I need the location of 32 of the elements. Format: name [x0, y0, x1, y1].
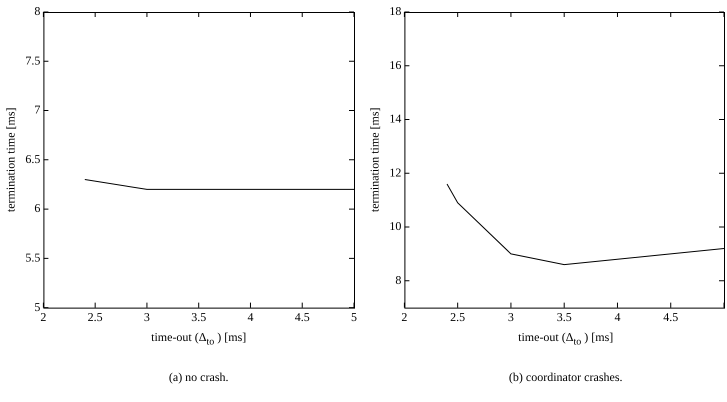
y-tick-label: 8 [395, 272, 402, 287]
text: (b) coordinator crashes. [508, 370, 622, 385]
y-tick-label: 8 [34, 4, 40, 18]
x-tick-label: 4 [614, 310, 620, 324]
x-tick-label: 2.5 [450, 310, 466, 324]
y-tick-label: 6 [34, 201, 40, 216]
y-axis-title: termination time [ms] [367, 107, 382, 212]
x-tick-label: 3 [144, 310, 150, 324]
y-tick-label: 7 [34, 102, 40, 117]
y-tick-label: 6.5 [25, 152, 40, 166]
x-tick-label: 4.5 [294, 310, 310, 324]
x-axis-title: time-out (Δ$_{to}$ ) [ms] [518, 330, 614, 348]
x-tick-label: 2.5 [88, 310, 103, 324]
y-tick-label: 16 [389, 58, 402, 72]
x-tick-label: 4 [247, 310, 254, 324]
x-tick-label: 3.5 [191, 310, 206, 324]
text: (a) no crash. [168, 370, 229, 385]
x-axis-title: time-out (Δ$_{to}$ ) [ms] [151, 330, 246, 348]
x-tick-label: 5 [351, 310, 357, 324]
y-tick-label: 10 [389, 219, 402, 234]
y-axis-title: termination time [ms] [3, 107, 18, 212]
y-tick-label: 5.5 [25, 250, 40, 264]
y-tick-label: 14 [389, 112, 402, 126]
y-tick-label: 7.5 [25, 53, 40, 68]
x-tick-label: 4.5 [663, 310, 678, 324]
y-tick-label: 18 [389, 4, 402, 18]
y-tick-label: 12 [389, 165, 402, 180]
x-tick-label: 3.5 [556, 310, 572, 324]
y-tick-label: 5 [34, 300, 40, 314]
x-tick-label: 2 [401, 310, 408, 324]
x-tick-label: 3 [508, 310, 514, 324]
x-tick-label: 2 [40, 310, 46, 324]
